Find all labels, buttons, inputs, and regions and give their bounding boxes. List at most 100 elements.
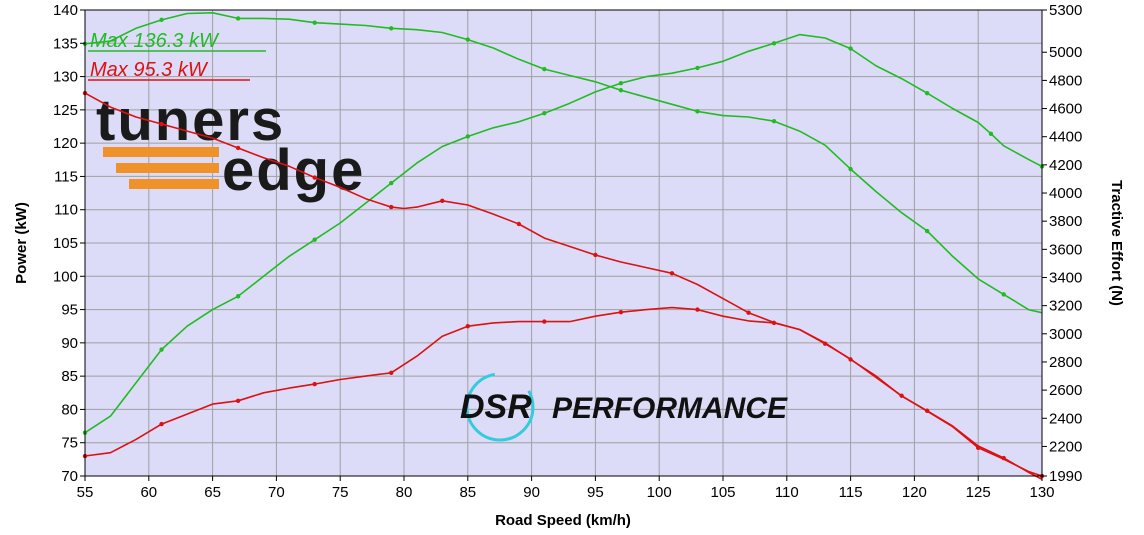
y2-tick-label: 3200 [1049, 298, 1082, 315]
data-point [389, 180, 394, 186]
data-point [899, 393, 904, 398]
y2-tick-label: 4200 [1049, 157, 1082, 174]
y2-tick-label: 2400 [1049, 410, 1082, 427]
x-tick-label: 90 [523, 484, 540, 501]
data-point [618, 310, 624, 315]
x-tick-label: 110 [775, 484, 799, 501]
x-tick-label: 85 [459, 484, 476, 501]
y-tick-label: 90 [61, 335, 78, 352]
data-point [312, 20, 317, 25]
data-point [235, 145, 241, 151]
series-line-1 [84, 12, 1043, 314]
y-tick-label: 125 [53, 102, 78, 119]
y2-axis-label: Tractive Effort (N) [1108, 180, 1125, 306]
y-tick-label: 95 [61, 302, 78, 319]
logo-stripe [129, 179, 219, 189]
data-point [848, 166, 853, 172]
data-point [389, 26, 394, 31]
y2-tick-label: 2800 [1049, 354, 1082, 371]
x-tick-label: 120 [902, 484, 927, 501]
x-tick-label: 125 [966, 484, 991, 501]
data-point [771, 119, 777, 124]
data-point [976, 445, 981, 451]
data-point [542, 110, 547, 116]
data-point [746, 310, 751, 315]
series-line-0 [84, 33, 1043, 434]
y2-tick-label: 3600 [1049, 241, 1082, 258]
logo-stripe [103, 147, 219, 157]
data-point [822, 341, 828, 346]
data-point [235, 398, 241, 403]
data-point [593, 252, 598, 258]
y-tick-label: 110 [54, 202, 78, 219]
y2-tick-label: 5000 [1049, 44, 1082, 61]
data-series [82, 12, 1045, 481]
data-point [389, 204, 394, 210]
y2-tick-label: 2200 [1049, 438, 1082, 455]
logo-text-edge: edge [222, 138, 365, 203]
logo-text-dsr: DSR [460, 388, 532, 426]
data-point [695, 109, 700, 114]
y2-tick-label: 4000 [1049, 185, 1082, 202]
data-point [159, 17, 164, 23]
series-line-3 [84, 92, 1043, 477]
y2-tick-label: 3800 [1049, 213, 1082, 230]
data-point [235, 294, 241, 299]
data-point [771, 41, 777, 46]
max-annotations: Max 136.3 kW Max 95.3 kW [88, 30, 266, 81]
data-point [542, 66, 547, 72]
y2-tick-label: 4400 [1049, 129, 1082, 146]
y-axis-ticks: 70 75 80 85 90 95 100 105 110 115 120 125 130 135 140 [53, 2, 85, 485]
y-tick-label: 135 [53, 35, 78, 52]
data-point [465, 324, 470, 329]
tunersedge-logo: tuners edge [96, 88, 365, 203]
y2-tick-label: 3400 [1049, 269, 1082, 286]
y-tick-label: 70 [61, 468, 78, 485]
data-point [465, 134, 470, 139]
data-point [465, 37, 470, 42]
data-point [235, 16, 241, 21]
data-point [389, 370, 394, 376]
data-point [848, 46, 853, 51]
y2-tick-label: 4600 [1049, 101, 1082, 118]
y2-tick-label: 2600 [1049, 382, 1082, 399]
logo-text-tuners: tuners [96, 88, 285, 153]
max-annotation: Max 136.3 kW [90, 30, 220, 52]
y-tick-label: 75 [61, 435, 78, 452]
dsr-performance-logo: DSR PERFORMANCE [460, 372, 788, 442]
y2-tick-label: 5300 [1049, 2, 1082, 19]
x-tick-label: 105 [710, 484, 735, 501]
data-point [924, 91, 930, 96]
x-tick-label: 95 [587, 484, 604, 501]
y-tick-label: 85 [61, 368, 78, 385]
data-point [988, 131, 994, 137]
x-tick-label: 75 [332, 484, 349, 501]
data-point [618, 88, 624, 93]
x-tick-label: 65 [204, 484, 221, 501]
y2-axis-ticks: 1990 2200 2400 2600 2800 3000 3200 3400 3600 3800… [1042, 2, 1082, 485]
y2-tick-label: 1990 [1049, 468, 1082, 485]
y2-tick-label: 4800 [1049, 72, 1082, 89]
data-point [312, 175, 317, 180]
x-axis-label: Road Speed (km/h) [495, 512, 631, 529]
y-tick-label: 80 [61, 401, 78, 418]
y-tick-label: 115 [54, 168, 78, 185]
data-point [516, 221, 522, 227]
data-point [1001, 292, 1006, 297]
data-point [312, 381, 317, 387]
y-tick-label: 130 [53, 69, 78, 86]
data-point [618, 81, 624, 86]
logo-text-performance: PERFORMANCE [552, 392, 788, 425]
max-annotation: Max 95.3 kW [90, 59, 209, 81]
data-point [669, 271, 675, 276]
x-tick-label: 80 [396, 484, 413, 501]
x-tick-label: 60 [140, 484, 157, 501]
x-tick-label: 55 [77, 484, 94, 501]
data-point [440, 198, 445, 203]
data-point [924, 228, 930, 234]
dsr-ring-icon [465, 372, 535, 442]
x-axis-ticks: 55 60 65 70 75 80 85 90 95 100 105 110 115 120 125 130 [77, 476, 1055, 501]
y-tick-label: 100 [53, 268, 78, 285]
data-point [159, 121, 164, 127]
